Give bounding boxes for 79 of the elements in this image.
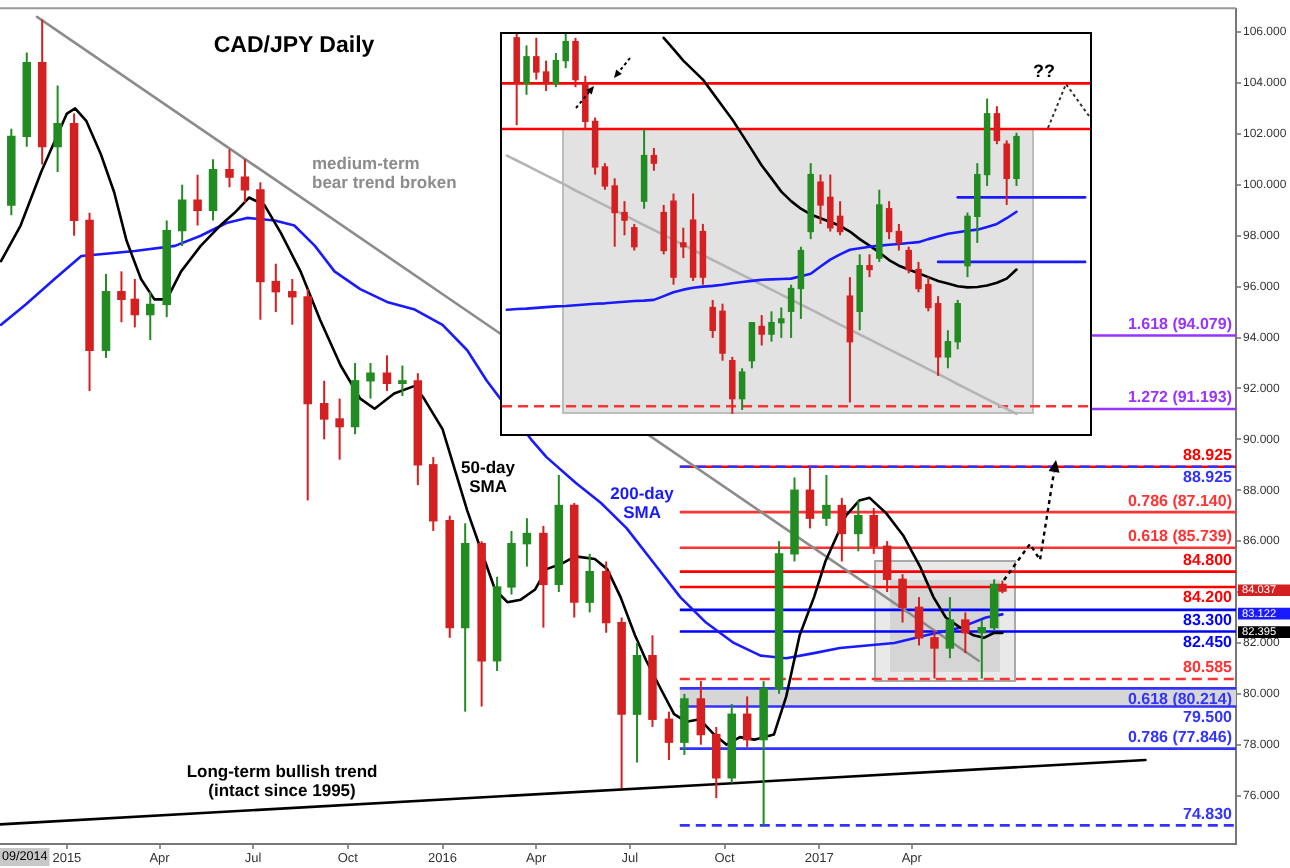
candlestick	[585, 552, 594, 614]
candlestick	[335, 397, 344, 461]
ref-line-label: 80.585	[1183, 658, 1234, 677]
candlestick	[117, 270, 126, 324]
candlestick	[846, 276, 854, 404]
candlestick	[914, 596, 924, 647]
candlestick	[319, 379, 329, 441]
candlestick	[699, 222, 707, 286]
candlestick	[366, 361, 375, 400]
ref-line-label: 84.800	[1183, 551, 1234, 570]
candlestick	[748, 321, 756, 370]
series-label: 50-day SMA	[461, 456, 516, 496]
candlestick	[240, 158, 250, 204]
ref-line-label: 83.300	[1183, 611, 1234, 630]
candlestick	[350, 361, 360, 436]
candlestick	[193, 173, 202, 227]
candlestick	[664, 710, 674, 762]
candlestick	[805, 465, 815, 530]
ref-line-label: 0.618 (85.739)	[1127, 527, 1233, 546]
candlestick	[382, 354, 392, 392]
candlestick	[866, 253, 873, 279]
ref-line-label: 1.618 (94.079)	[1127, 314, 1233, 333]
candlestick	[797, 245, 805, 320]
ref-line-label: 0.618 (80.214)	[1127, 689, 1233, 708]
candlestick	[271, 262, 281, 314]
candlestick	[650, 146, 658, 172]
candlestick	[522, 517, 532, 568]
candlestick	[288, 277, 297, 326]
candlestick	[837, 496, 847, 563]
candlestick	[869, 507, 878, 555]
ref-line-label: 0.786 (77.846)	[1127, 728, 1233, 747]
candlestick	[898, 573, 907, 624]
ref-line-label: 82.450	[1183, 632, 1234, 651]
ref-line-label: 74.830	[1183, 804, 1234, 823]
candlestick	[822, 473, 831, 527]
candlestick	[696, 680, 706, 746]
candlestick	[507, 529, 516, 596]
candlestick	[177, 183, 187, 247]
candlestick	[738, 367, 746, 412]
candlestick	[572, 36, 579, 89]
candlestick	[895, 222, 903, 252]
ref-line-label: 1.272 (91.193)	[1127, 388, 1233, 407]
candlestick	[758, 314, 765, 347]
candlestick	[787, 283, 795, 339]
candlestick	[53, 84, 62, 174]
candlestick	[680, 692, 689, 756]
candlestick	[885, 200, 893, 241]
candlestick	[993, 105, 1001, 146]
ref-line-label: 88.925	[1183, 468, 1234, 487]
ref-line-label: 88.925	[1183, 446, 1234, 465]
candlestick	[742, 695, 752, 749]
annotation: ??	[1033, 60, 1055, 81]
candlestick	[945, 596, 955, 660]
candlestick	[989, 578, 999, 632]
candlestick	[729, 355, 736, 415]
candlestick	[523, 44, 530, 96]
candlestick	[882, 540, 892, 594]
candlestick	[513, 34, 520, 127]
candlestick	[631, 222, 638, 252]
candlestick	[398, 364, 407, 398]
candlestick	[208, 158, 218, 222]
candlestick	[930, 629, 939, 680]
candlestick	[1013, 131, 1020, 187]
text: CAD/JPY Daily	[213, 34, 376, 59]
candlestick	[1003, 139, 1010, 206]
candlestick	[961, 611, 970, 655]
series-label: medium-term bear trend broken	[312, 152, 457, 192]
series-label: 200-day SMA	[610, 482, 675, 522]
series-label: Long-term bullish trend (intact since 1995)	[186, 760, 378, 800]
candlestick	[146, 290, 155, 342]
candlestick	[640, 127, 648, 210]
candlestick	[712, 725, 721, 800]
ref-line-label: 84.200	[1183, 588, 1234, 607]
candlestick	[854, 499, 863, 553]
ref-line-label: 79.500	[1183, 707, 1234, 726]
candlestick	[225, 148, 234, 189]
candlestick	[130, 277, 140, 329]
ref-line-label: 0.786 (87.140)	[1127, 491, 1233, 510]
candlestick	[856, 253, 863, 332]
